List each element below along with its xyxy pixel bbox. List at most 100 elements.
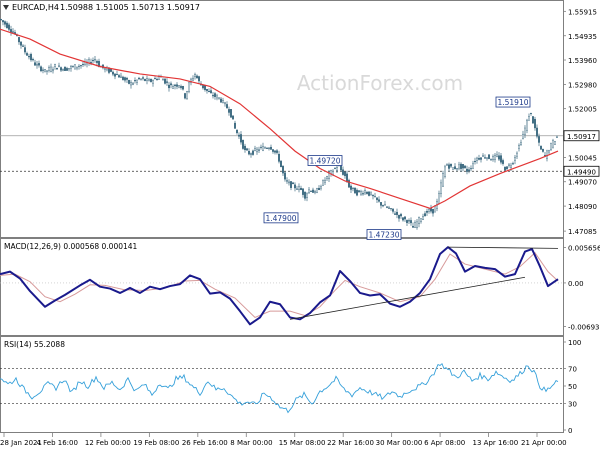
candle-body — [121, 76, 124, 80]
candle-body — [197, 76, 200, 82]
candle-body — [93, 59, 96, 61]
candle-body — [109, 68, 112, 72]
candle-body — [274, 150, 277, 153]
candle-body — [472, 163, 475, 169]
candle-body — [217, 97, 220, 99]
candle-body — [360, 191, 363, 195]
candle-body — [440, 182, 443, 194]
candle-body — [249, 153, 252, 155]
axes: 1.559151.549351.539601.529801.520051.510… — [0, 8, 600, 447]
candle-body — [336, 167, 339, 171]
candle-body — [135, 79, 138, 83]
candle-body — [241, 139, 244, 149]
candle-body — [452, 167, 455, 170]
candle-body — [362, 193, 365, 195]
candle-body — [490, 159, 493, 161]
price-tick-label: 1.47085 — [568, 228, 597, 236]
candle-body — [79, 65, 82, 67]
candle-body — [91, 60, 94, 62]
candle-body — [231, 115, 234, 120]
candle-body — [370, 192, 373, 196]
candle-body — [306, 193, 309, 199]
chart-header: EURCAD,H4 1.50988 1.51005 1.50713 1.5091… — [3, 3, 200, 12]
candle-body — [77, 65, 80, 67]
candle-body — [185, 91, 188, 99]
candle-body — [526, 119, 529, 131]
candle-body — [280, 160, 283, 168]
candle-body — [430, 208, 433, 212]
candle-body — [394, 213, 397, 215]
annotation-box — [307, 155, 343, 166]
candle-body — [314, 191, 317, 193]
candle-body — [548, 150, 551, 153]
candle-body — [173, 84, 176, 86]
candle-body — [207, 91, 210, 93]
macd-main-line — [0, 246, 559, 326]
candle-body — [288, 181, 291, 184]
rsi-tick-label: 0 — [568, 427, 572, 435]
candle-body — [426, 211, 429, 213]
candle-body — [524, 127, 527, 135]
candle-body — [510, 165, 513, 168]
time-tick-label: 12 Feb 00:00 — [85, 439, 131, 447]
candle-body — [454, 166, 457, 170]
candle-body — [46, 70, 49, 72]
candle-body — [518, 144, 521, 149]
annotation-box — [495, 96, 531, 108]
candle-body — [512, 163, 515, 165]
candle-body — [137, 77, 140, 80]
rsi-tick-label: 70 — [568, 365, 577, 373]
candle-body — [28, 56, 31, 58]
candle-body — [20, 41, 23, 46]
candle-body — [151, 80, 154, 84]
candle-body — [402, 217, 405, 221]
candle-body — [344, 171, 347, 177]
macd-title: MACD(12,26,9) 0.000568 0.000141 — [4, 242, 138, 251]
annotation-box — [366, 229, 402, 240]
candle-body — [133, 80, 136, 82]
candle-body — [550, 143, 553, 151]
candle-body — [346, 173, 349, 182]
candle-body — [310, 190, 313, 192]
candle-body — [243, 145, 246, 151]
candle-body — [364, 190, 367, 194]
candle-body — [484, 157, 487, 159]
candle-body — [552, 140, 555, 148]
candle-body — [300, 188, 303, 190]
candle-body — [296, 188, 299, 190]
candle-body — [71, 66, 74, 68]
candle-body — [502, 160, 505, 164]
candle-body — [378, 199, 381, 202]
candle-body — [11, 31, 14, 33]
annotation-box — [263, 212, 299, 224]
candle-body — [516, 152, 519, 157]
candle-body — [358, 190, 361, 192]
candle-body — [474, 161, 477, 163]
candle-body — [58, 65, 61, 68]
candle-body — [482, 155, 485, 157]
candle-body — [153, 78, 156, 80]
candle-body — [62, 68, 65, 71]
candle-body — [117, 75, 120, 78]
candle-body — [476, 157, 479, 161]
candle-body — [506, 166, 509, 170]
candle-body — [123, 77, 126, 81]
symbol-label: EURCAD,H4 — [12, 3, 59, 12]
candle-body — [147, 79, 150, 82]
candle-body — [205, 88, 208, 91]
candle-body — [50, 66, 53, 72]
candle-body — [201, 85, 204, 89]
price-tick-label: 1.49070 — [568, 179, 597, 187]
candle-body — [498, 155, 501, 160]
candle-body — [119, 75, 122, 79]
candle-body — [235, 129, 238, 134]
macd-tick-label: -0.006937 — [568, 323, 600, 331]
candle-body — [63, 66, 66, 71]
candle-body — [304, 191, 307, 199]
candle-body — [390, 208, 393, 210]
candle-body — [175, 84, 178, 87]
candle-body — [318, 188, 321, 191]
candle-body — [187, 82, 190, 92]
candle-body — [155, 78, 158, 80]
candle-body — [258, 149, 261, 151]
